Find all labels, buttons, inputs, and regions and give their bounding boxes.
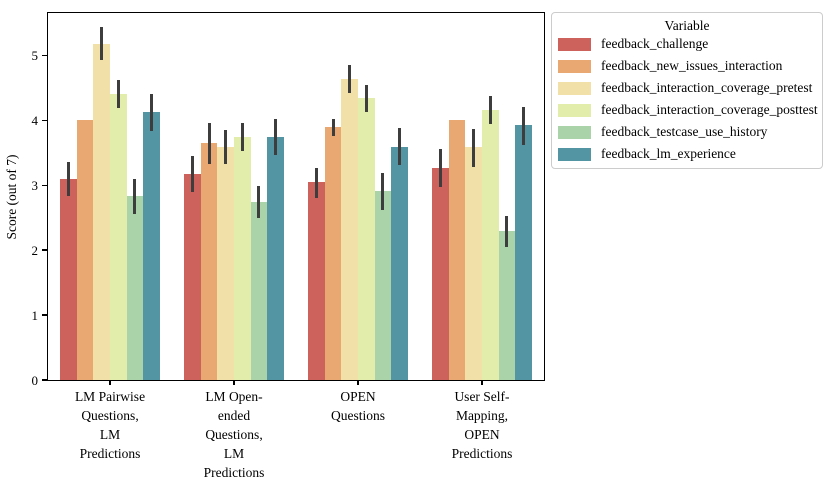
legend-swatch-icon bbox=[558, 37, 591, 51]
error-bar-feedback_interaction_coverage_posttest-group2 bbox=[240, 122, 244, 152]
bar-feedback_interaction_coverage_pretest-group3 bbox=[341, 78, 358, 380]
y-tick-label-0: 0 bbox=[31, 372, 39, 388]
legend-items: feedback_challenge feedback_new_issues_in… bbox=[558, 37, 818, 161]
bar-feedback_interaction_coverage_pretest-group4 bbox=[465, 147, 482, 380]
bar-feedback_lm_experience-group3 bbox=[391, 146, 408, 380]
bar-feedback_challenge-group1 bbox=[60, 179, 77, 380]
y-axis-label: Score (out of 7) bbox=[4, 153, 19, 240]
legend-swatch-icon bbox=[558, 59, 591, 73]
error-bar-feedback_interaction_coverage_pretest-group3 bbox=[348, 64, 352, 93]
error-bar-feedback_interaction_coverage_pretest-group2 bbox=[224, 129, 228, 164]
error-bar-feedback_challenge-group4 bbox=[438, 149, 443, 188]
legend-swatch-icon bbox=[558, 103, 591, 117]
bar-feedback_testcase_use_history-group3 bbox=[374, 190, 392, 380]
bar-feedback_new_issues_interaction-group2 bbox=[200, 142, 218, 380]
error-bar-feedback_challenge-group3 bbox=[314, 167, 319, 199]
bar-feedback_new_issues_interaction-group3 bbox=[324, 127, 342, 380]
y-tick-mark-0 bbox=[42, 379, 47, 381]
y-tick-mark-2 bbox=[42, 249, 47, 251]
bar-feedback_interaction_coverage_pretest-group1 bbox=[93, 44, 110, 380]
y-tick-label-4: 4 bbox=[31, 112, 39, 128]
legend-item-feedback_new_issues_interaction: feedback_new_issues_interaction bbox=[558, 59, 816, 73]
error-bar-feedback_challenge-group2 bbox=[190, 155, 195, 192]
x-tick-label-1: LM Pairwise Questions, LM Predictions bbox=[74, 389, 146, 461]
bar-feedback_lm_experience-group4 bbox=[515, 124, 532, 380]
legend-item-feedback_testcase_use_history: feedback_testcase_use_history bbox=[558, 125, 816, 139]
legend-title: Variable bbox=[664, 18, 710, 33]
x-tick-mark-3 bbox=[357, 380, 359, 385]
legend-item-label: feedback_interaction_coverage_pretest bbox=[601, 80, 813, 95]
error-bar-feedback_testcase_use_history-group3 bbox=[381, 173, 385, 210]
x-tick-label-4: User Self- Mapping, OPEN Predictions bbox=[451, 389, 513, 461]
bar-feedback_interaction_coverage_posttest-group2 bbox=[234, 137, 251, 380]
y-tick-label-1: 1 bbox=[31, 307, 39, 323]
error-bar-feedback_new_issues_interaction-group2 bbox=[207, 123, 211, 164]
bar-feedback_challenge-group4 bbox=[432, 168, 449, 380]
legend-item-label: feedback_interaction_coverage_posttest bbox=[601, 102, 818, 117]
y-tick-mark-5 bbox=[42, 54, 47, 56]
legend-item-label: feedback_new_issues_interaction bbox=[601, 58, 783, 73]
y-tick-label-2: 2 bbox=[31, 242, 39, 258]
legend-item-feedback_lm_experience: feedback_lm_experience bbox=[558, 147, 816, 161]
legend-swatch-icon bbox=[558, 81, 591, 95]
legend-swatch-icon bbox=[558, 125, 591, 139]
error-bar-feedback_testcase_use_history-group2 bbox=[257, 186, 261, 218]
legend-item-feedback_interaction_coverage_pretest: feedback_interaction_coverage_pretest bbox=[558, 81, 816, 95]
y-tick-mark-3 bbox=[42, 184, 47, 186]
bar-feedback_new_issues_interaction-group1 bbox=[76, 120, 94, 380]
bar-feedback_testcase_use_history-group2 bbox=[250, 202, 268, 380]
legend-item-feedback_challenge: feedback_challenge bbox=[558, 37, 816, 51]
error-bar-feedback_lm_experience-group1 bbox=[149, 94, 154, 132]
bar-feedback_new_issues_interaction-group4 bbox=[448, 120, 466, 380]
legend-item-label: feedback_testcase_use_history bbox=[601, 124, 768, 139]
bar-feedback_lm_experience-group1 bbox=[143, 112, 160, 380]
legend-swatch-icon bbox=[558, 147, 591, 161]
bar-feedback_challenge-group2 bbox=[184, 174, 201, 380]
bar-feedback_interaction_coverage_posttest-group3 bbox=[358, 98, 375, 380]
bar-feedback_interaction_coverage_posttest-group1 bbox=[110, 93, 127, 380]
error-bar-feedback_testcase_use_history-group1 bbox=[133, 179, 137, 214]
error-bar-feedback_interaction_coverage_posttest-group3 bbox=[364, 85, 368, 112]
y-tick-mark-1 bbox=[42, 314, 47, 316]
error-bar-feedback_testcase_use_history-group4 bbox=[505, 215, 509, 248]
y-tick-label-5: 5 bbox=[31, 47, 39, 63]
error-bar-feedback_interaction_coverage_posttest-group4 bbox=[488, 96, 492, 125]
error-bar-feedback_interaction_coverage_posttest-group1 bbox=[116, 79, 120, 108]
x-tick-mark-1 bbox=[109, 380, 111, 385]
error-bar-feedback_lm_experience-group4 bbox=[521, 106, 526, 145]
bar-feedback_interaction_coverage_pretest-group2 bbox=[217, 146, 234, 380]
x-tick-mark-2 bbox=[233, 380, 235, 385]
bar-feedback_lm_experience-group2 bbox=[267, 137, 284, 380]
legend: Variable feedback_challenge feedback_new_… bbox=[551, 12, 823, 169]
error-bar-feedback_interaction_coverage_pretest-group1 bbox=[100, 27, 104, 61]
y-tick-label-3: 3 bbox=[31, 177, 39, 193]
x-tick-label-2: LM Open- ended Questions, LM Predictions bbox=[203, 389, 265, 478]
x-tick-mark-4 bbox=[481, 380, 483, 385]
legend-item-feedback_interaction_coverage_posttest: feedback_interaction_coverage_posttest bbox=[558, 102, 818, 117]
x-tick-label-3: OPEN Questions bbox=[331, 389, 385, 423]
plot-area: Score (out of 7) 0 1 2 3 4 5 LM Pairwise Quest… bbox=[4, 12, 545, 478]
bar-feedback_interaction_coverage_posttest-group4 bbox=[482, 110, 499, 380]
error-bar-feedback_challenge-group1 bbox=[66, 162, 71, 197]
error-bar-feedback_interaction_coverage_pretest-group4 bbox=[472, 128, 476, 167]
error-bar-feedback_lm_experience-group3 bbox=[397, 127, 402, 165]
y-tick-mark-4 bbox=[42, 119, 47, 121]
bar-feedback_challenge-group3 bbox=[308, 181, 325, 380]
bar-feedback_testcase_use_history-group1 bbox=[126, 195, 144, 380]
legend-item-label: feedback_challenge bbox=[601, 36, 709, 51]
bar-feedback_testcase_use_history-group4 bbox=[498, 231, 516, 380]
error-bar-feedback_lm_experience-group2 bbox=[273, 118, 278, 156]
legend-item-label: feedback_lm_experience bbox=[601, 146, 736, 161]
error-bar-feedback_new_issues_interaction-group3 bbox=[331, 118, 335, 136]
